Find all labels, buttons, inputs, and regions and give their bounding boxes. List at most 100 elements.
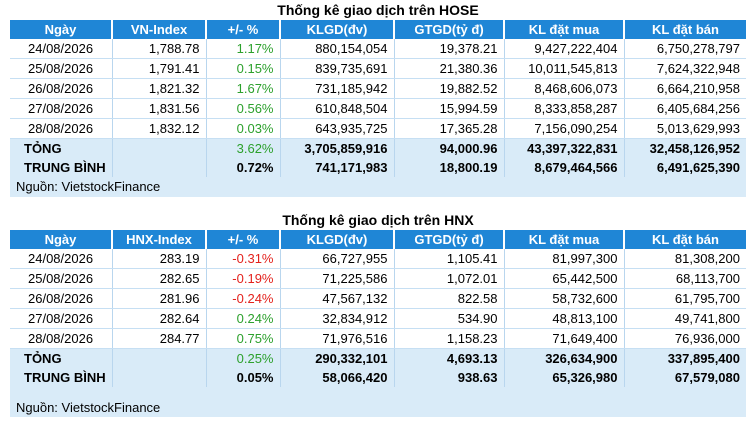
cell-index: 283.19 <box>112 249 207 269</box>
cell-kl-ban: 6,664,210,958 <box>624 78 746 99</box>
average-row: TRUNG BÌNH 0.72% 741,171,983 18,800.19 8,679… <box>10 158 746 177</box>
col-header-gtgd: GTGD(tỷ đ) <box>394 230 505 249</box>
cell-kl-ban: 6,491,625,390 <box>624 158 746 177</box>
cell-klgd: 47,567,132 <box>280 288 395 309</box>
hnx-section: Thống kê giao dịch trên HNX Ngày HNX-Ind… <box>10 210 746 417</box>
cell-kl-mua: 8,333,858,287 <box>504 98 625 119</box>
col-header-pct: +/- % <box>206 20 281 39</box>
cell-kl-ban: 76,936,000 <box>624 328 746 349</box>
cell-klgd: 741,171,983 <box>280 158 395 177</box>
cell-kl-ban: 81,308,200 <box>624 249 746 269</box>
hose-source-note: Nguồn: VietstockFinance <box>10 177 746 197</box>
total-row: TỎNG 0.25% 290,332,101 4,693.13 326,634,900 3… <box>10 348 746 368</box>
cell-kl-mua: 326,634,900 <box>504 348 625 368</box>
cell-index: 1,831.56 <box>112 98 207 119</box>
cell-index: 1,788.78 <box>112 39 207 59</box>
hnx-title: Thống kê giao dịch trên HNX <box>282 212 474 228</box>
cell-pct: 0.05% <box>206 368 281 387</box>
col-header-kl-ban: KL đặt bán <box>624 230 746 249</box>
table-row: 27/08/2026 1,831.56 0.56% 610,848,504 15,994… <box>10 98 746 119</box>
cell-klgd: 71,976,516 <box>280 328 395 349</box>
cell-pct: -0.24% <box>206 288 281 309</box>
cell-gtgd: 15,994.59 <box>394 98 505 119</box>
hnx-source-note: Nguồn: VietstockFinance <box>10 387 746 417</box>
col-header-date: Ngày <box>10 230 113 249</box>
table-row: 24/08/2026 283.19 -0.31% 66,727,955 1,105.41… <box>10 249 746 269</box>
cell-kl-ban: 5,013,629,993 <box>624 118 746 139</box>
cell-kl-mua: 81,997,300 <box>504 249 625 269</box>
cell-klgd: 71,225,586 <box>280 268 395 289</box>
cell-pct: -0.19% <box>206 268 281 289</box>
cell-empty <box>112 368 207 387</box>
cell-pct: 3.62% <box>206 138 281 158</box>
cell-gtgd: 822.58 <box>394 288 505 309</box>
cell-date: 26/08/2026 <box>10 78 113 99</box>
cell-gtgd: 94,000.96 <box>394 138 505 158</box>
cell-klgd: 610,848,504 <box>280 98 395 119</box>
cell-gtgd: 534.90 <box>394 308 505 329</box>
cell-kl-mua: 65,442,500 <box>504 268 625 289</box>
cell-pct: 1.17% <box>206 39 281 59</box>
cell-index: 282.64 <box>112 308 207 329</box>
cell-label: TỎNG <box>10 138 113 158</box>
cell-pct: 0.56% <box>206 98 281 119</box>
cell-pct: 0.75% <box>206 328 281 349</box>
cell-index: 1,791.41 <box>112 58 207 79</box>
col-header-index: VN-Index <box>112 20 207 39</box>
cell-kl-mua: 58,732,600 <box>504 288 625 309</box>
cell-gtgd: 17,365.28 <box>394 118 505 139</box>
cell-date: 28/08/2026 <box>10 118 113 139</box>
cell-klgd: 880,154,054 <box>280 39 395 59</box>
cell-gtgd: 4,693.13 <box>394 348 505 368</box>
cell-pct: 0.15% <box>206 58 281 79</box>
cell-gtgd: 21,380.36 <box>394 58 505 79</box>
cell-date: 25/08/2026 <box>10 58 113 79</box>
cell-kl-mua: 9,427,222,404 <box>504 39 625 59</box>
col-header-index: HNX-Index <box>112 230 207 249</box>
cell-pct: 0.03% <box>206 118 281 139</box>
cell-gtgd: 1,158.23 <box>394 328 505 349</box>
cell-kl-ban: 61,795,700 <box>624 288 746 309</box>
hose-title: Thống kê giao dịch trên HOSE <box>277 2 479 18</box>
cell-kl-mua: 48,813,100 <box>504 308 625 329</box>
table-row: 28/08/2026 1,832.12 0.03% 643,935,725 17,365… <box>10 118 746 139</box>
hnx-table: Ngày HNX-Index +/- % KLGD(đv) GTGD(tỷ đ)… <box>10 230 746 387</box>
table-row: 25/08/2026 1,791.41 0.15% 839,735,691 21,380… <box>10 58 746 79</box>
cell-kl-ban: 49,741,800 <box>624 308 746 329</box>
cell-empty <box>112 158 207 177</box>
table-row: 26/08/2026 1,821.32 1.67% 731,185,942 19,882… <box>10 78 746 99</box>
cell-klgd: 839,735,691 <box>280 58 395 79</box>
average-row: TRUNG BÌNH 0.05% 58,066,420 938.63 65,326,98… <box>10 368 746 387</box>
cell-kl-mua: 8,468,606,073 <box>504 78 625 99</box>
cell-kl-ban: 6,405,684,256 <box>624 98 746 119</box>
hnx-header-row: Ngày HNX-Index +/- % KLGD(đv) GTGD(tỷ đ)… <box>10 230 746 249</box>
cell-pct: 0.72% <box>206 158 281 177</box>
col-header-kl-mua: KL đặt mua <box>504 230 625 249</box>
table-row: 25/08/2026 282.65 -0.19% 71,225,586 1,072.01… <box>10 268 746 289</box>
cell-gtgd: 938.63 <box>394 368 505 387</box>
cell-kl-ban: 67,579,080 <box>624 368 746 387</box>
cell-kl-ban: 68,113,700 <box>624 268 746 289</box>
col-header-gtgd: GTGD(tỷ đ) <box>394 20 505 39</box>
total-row: TỎNG 3.62% 3,705,859,916 94,000.96 43,397,32… <box>10 138 746 158</box>
cell-kl-mua: 8,679,464,566 <box>504 158 625 177</box>
cell-klgd: 32,834,912 <box>280 308 395 329</box>
cell-date: 25/08/2026 <box>10 268 113 289</box>
cell-gtgd: 1,105.41 <box>394 249 505 269</box>
cell-date: 27/08/2026 <box>10 308 113 329</box>
cell-gtgd: 19,378.21 <box>394 39 505 59</box>
cell-index: 284.77 <box>112 328 207 349</box>
cell-klgd: 731,185,942 <box>280 78 395 99</box>
cell-kl-ban: 7,624,322,948 <box>624 58 746 79</box>
cell-label: TRUNG BÌNH <box>10 158 113 177</box>
cell-date: 27/08/2026 <box>10 98 113 119</box>
col-header-kl-mua: KL đặt mua <box>504 20 625 39</box>
cell-kl-ban: 32,458,126,952 <box>624 138 746 158</box>
cell-date: 28/08/2026 <box>10 328 113 349</box>
cell-date: 26/08/2026 <box>10 288 113 309</box>
cell-kl-mua: 7,156,090,254 <box>504 118 625 139</box>
cell-empty <box>112 348 207 368</box>
cell-index: 282.65 <box>112 268 207 289</box>
col-header-date: Ngày <box>10 20 113 39</box>
cell-gtgd: 1,072.01 <box>394 268 505 289</box>
